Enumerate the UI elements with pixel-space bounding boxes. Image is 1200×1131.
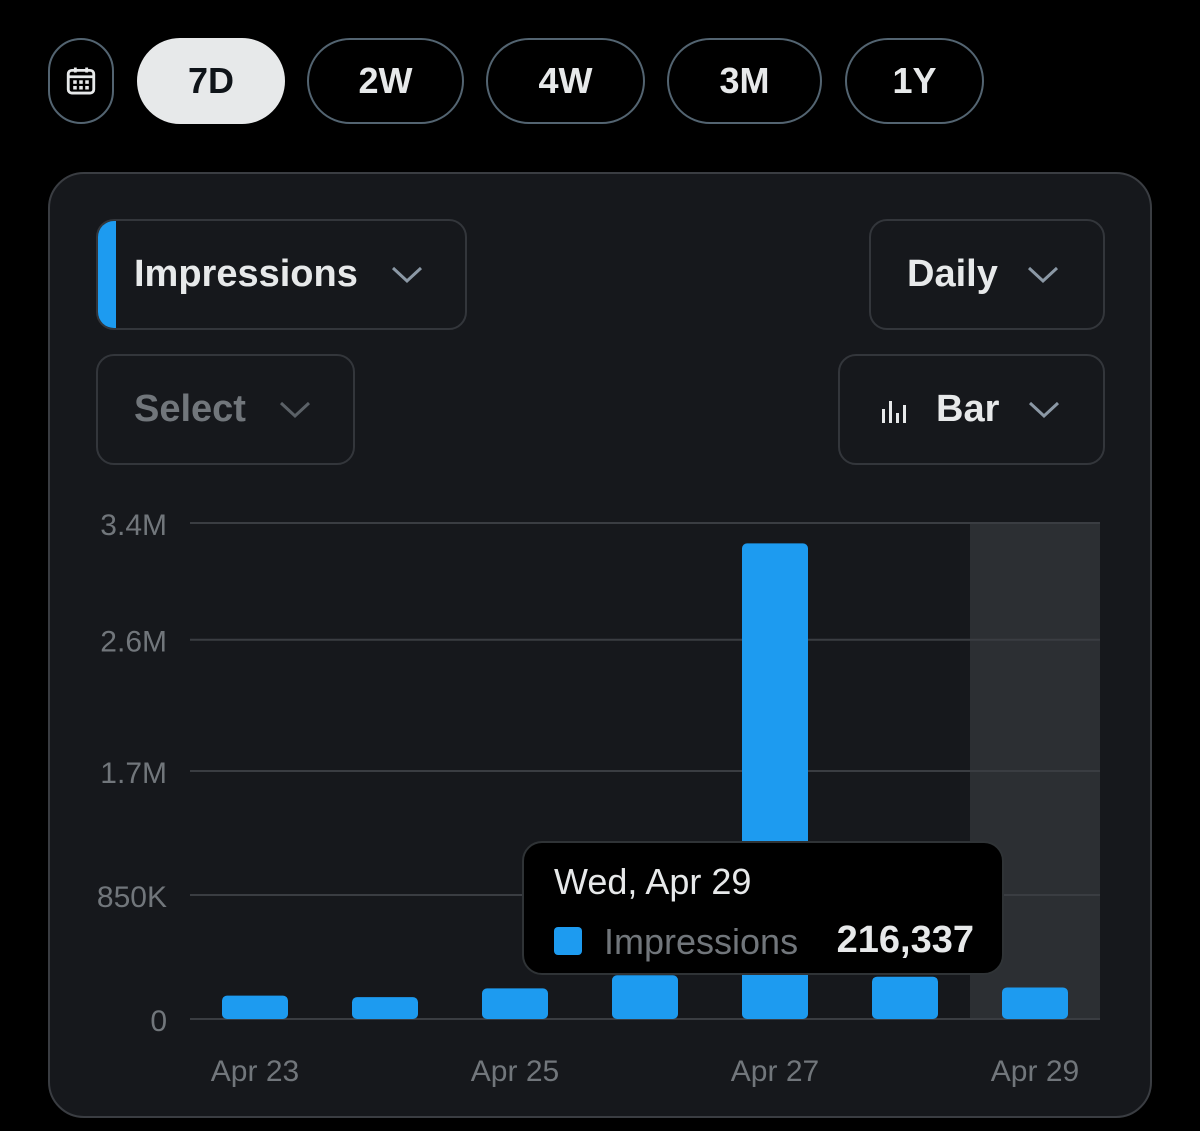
bar [872, 976, 938, 1019]
chevron-down-icon [1027, 400, 1061, 420]
tooltip-value: 216,337 [836, 919, 974, 961]
chart-type-dropdown[interactable]: Bar [838, 354, 1105, 465]
bar [1002, 987, 1068, 1019]
y-tick-label: 3.4M [100, 509, 167, 542]
y-tick-label: 1.7M [100, 757, 167, 790]
bar-tooltip: Wed, Apr 29 Impressions 216,337 [522, 841, 1004, 975]
range-4w-button[interactable]: 4W [486, 38, 645, 124]
chart-type-label: Bar [936, 388, 1000, 430]
calendar-icon [66, 67, 96, 95]
x-tick-label: Apr 29 [991, 1055, 1079, 1088]
interval-dropdown[interactable]: Daily [869, 219, 1105, 330]
range-7d-button[interactable]: 7D [137, 38, 285, 124]
metric-color-indicator [98, 221, 116, 328]
x-tick-label: Apr 25 [471, 1055, 559, 1088]
y-tick-label: 850K [97, 881, 167, 914]
bar [482, 988, 548, 1019]
range-1y-button[interactable]: 1Y [845, 38, 984, 124]
range-2w-button[interactable]: 2W [307, 38, 464, 124]
bar [612, 975, 678, 1019]
y-tick-label: 2.6M [100, 626, 167, 659]
bar [352, 997, 418, 1019]
chevron-down-icon [390, 265, 424, 285]
calendar-button[interactable] [48, 38, 114, 124]
metric-dropdown[interactable]: Impressions [96, 219, 467, 330]
chevron-down-icon [278, 400, 312, 420]
compare-dropdown-placeholder: Select [134, 388, 246, 430]
metric-dropdown-label: Impressions [134, 253, 358, 295]
y-tick-label: 0 [150, 1005, 167, 1038]
bar-chart-icon [880, 395, 910, 425]
chevron-down-icon [1026, 265, 1060, 285]
x-tick-label: Apr 27 [731, 1055, 819, 1088]
bar [222, 995, 288, 1019]
x-tick-label: Apr 23 [211, 1055, 299, 1088]
range-3m-button[interactable]: 3M [667, 38, 822, 124]
tooltip-series-label: Impressions [604, 921, 799, 962]
tooltip-date: Wed, Apr 29 [554, 861, 752, 902]
tooltip-series-swatch [554, 927, 582, 955]
compare-metric-dropdown[interactable]: Select [96, 354, 355, 465]
interval-dropdown-label: Daily [907, 253, 998, 295]
